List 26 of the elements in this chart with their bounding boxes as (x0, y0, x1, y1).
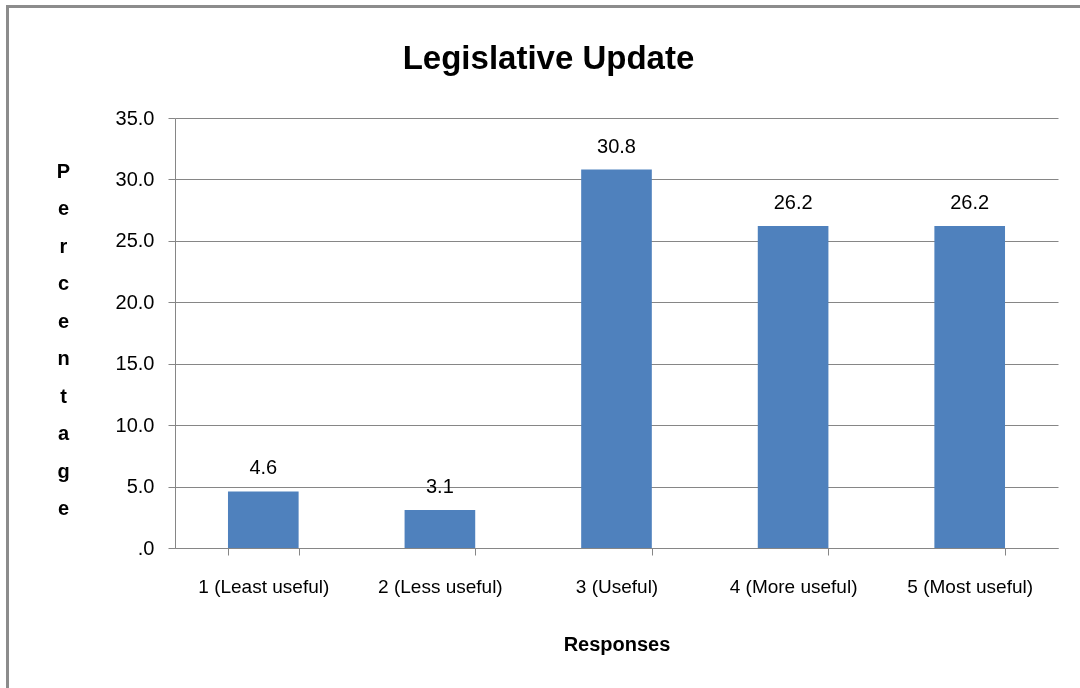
bar (404, 509, 476, 548)
text: Percentage (56, 159, 71, 519)
x-tick-label: 1 (Least useful) (198, 575, 330, 597)
bar (581, 169, 652, 548)
x-tick-label: 4 (More useful) (729, 575, 858, 597)
y-tick-label: 15.0 (115, 352, 155, 375)
y-tick-label: 25.0 (115, 229, 155, 252)
bar (227, 491, 299, 548)
data-label: 26.2 (773, 191, 813, 214)
bar (757, 226, 829, 548)
bar (934, 226, 1006, 548)
y-tick-label: 35.0 (115, 106, 155, 129)
data-label: 4.6 (249, 456, 278, 479)
y-tick-label: .0 (137, 536, 155, 559)
x-axis-title: Responses (563, 632, 671, 655)
y-tick-label: 5.0 (126, 475, 155, 498)
x-tick-label: 2 (Less useful) (378, 575, 503, 597)
y-tick-label: 10.0 (115, 413, 155, 436)
data-label: 26.2 (950, 191, 990, 214)
y-tick-label: 20.0 (115, 290, 155, 313)
data-label: 30.8 (597, 134, 636, 157)
x-tick-label: 5 (Most useful) (907, 575, 1034, 597)
chart-title: Legislative Update (402, 39, 695, 76)
data-label: 3.1 (425, 474, 454, 497)
x-tick-label: 3 (Useful) (575, 575, 659, 597)
y-tick-label: 30.0 (115, 167, 155, 190)
